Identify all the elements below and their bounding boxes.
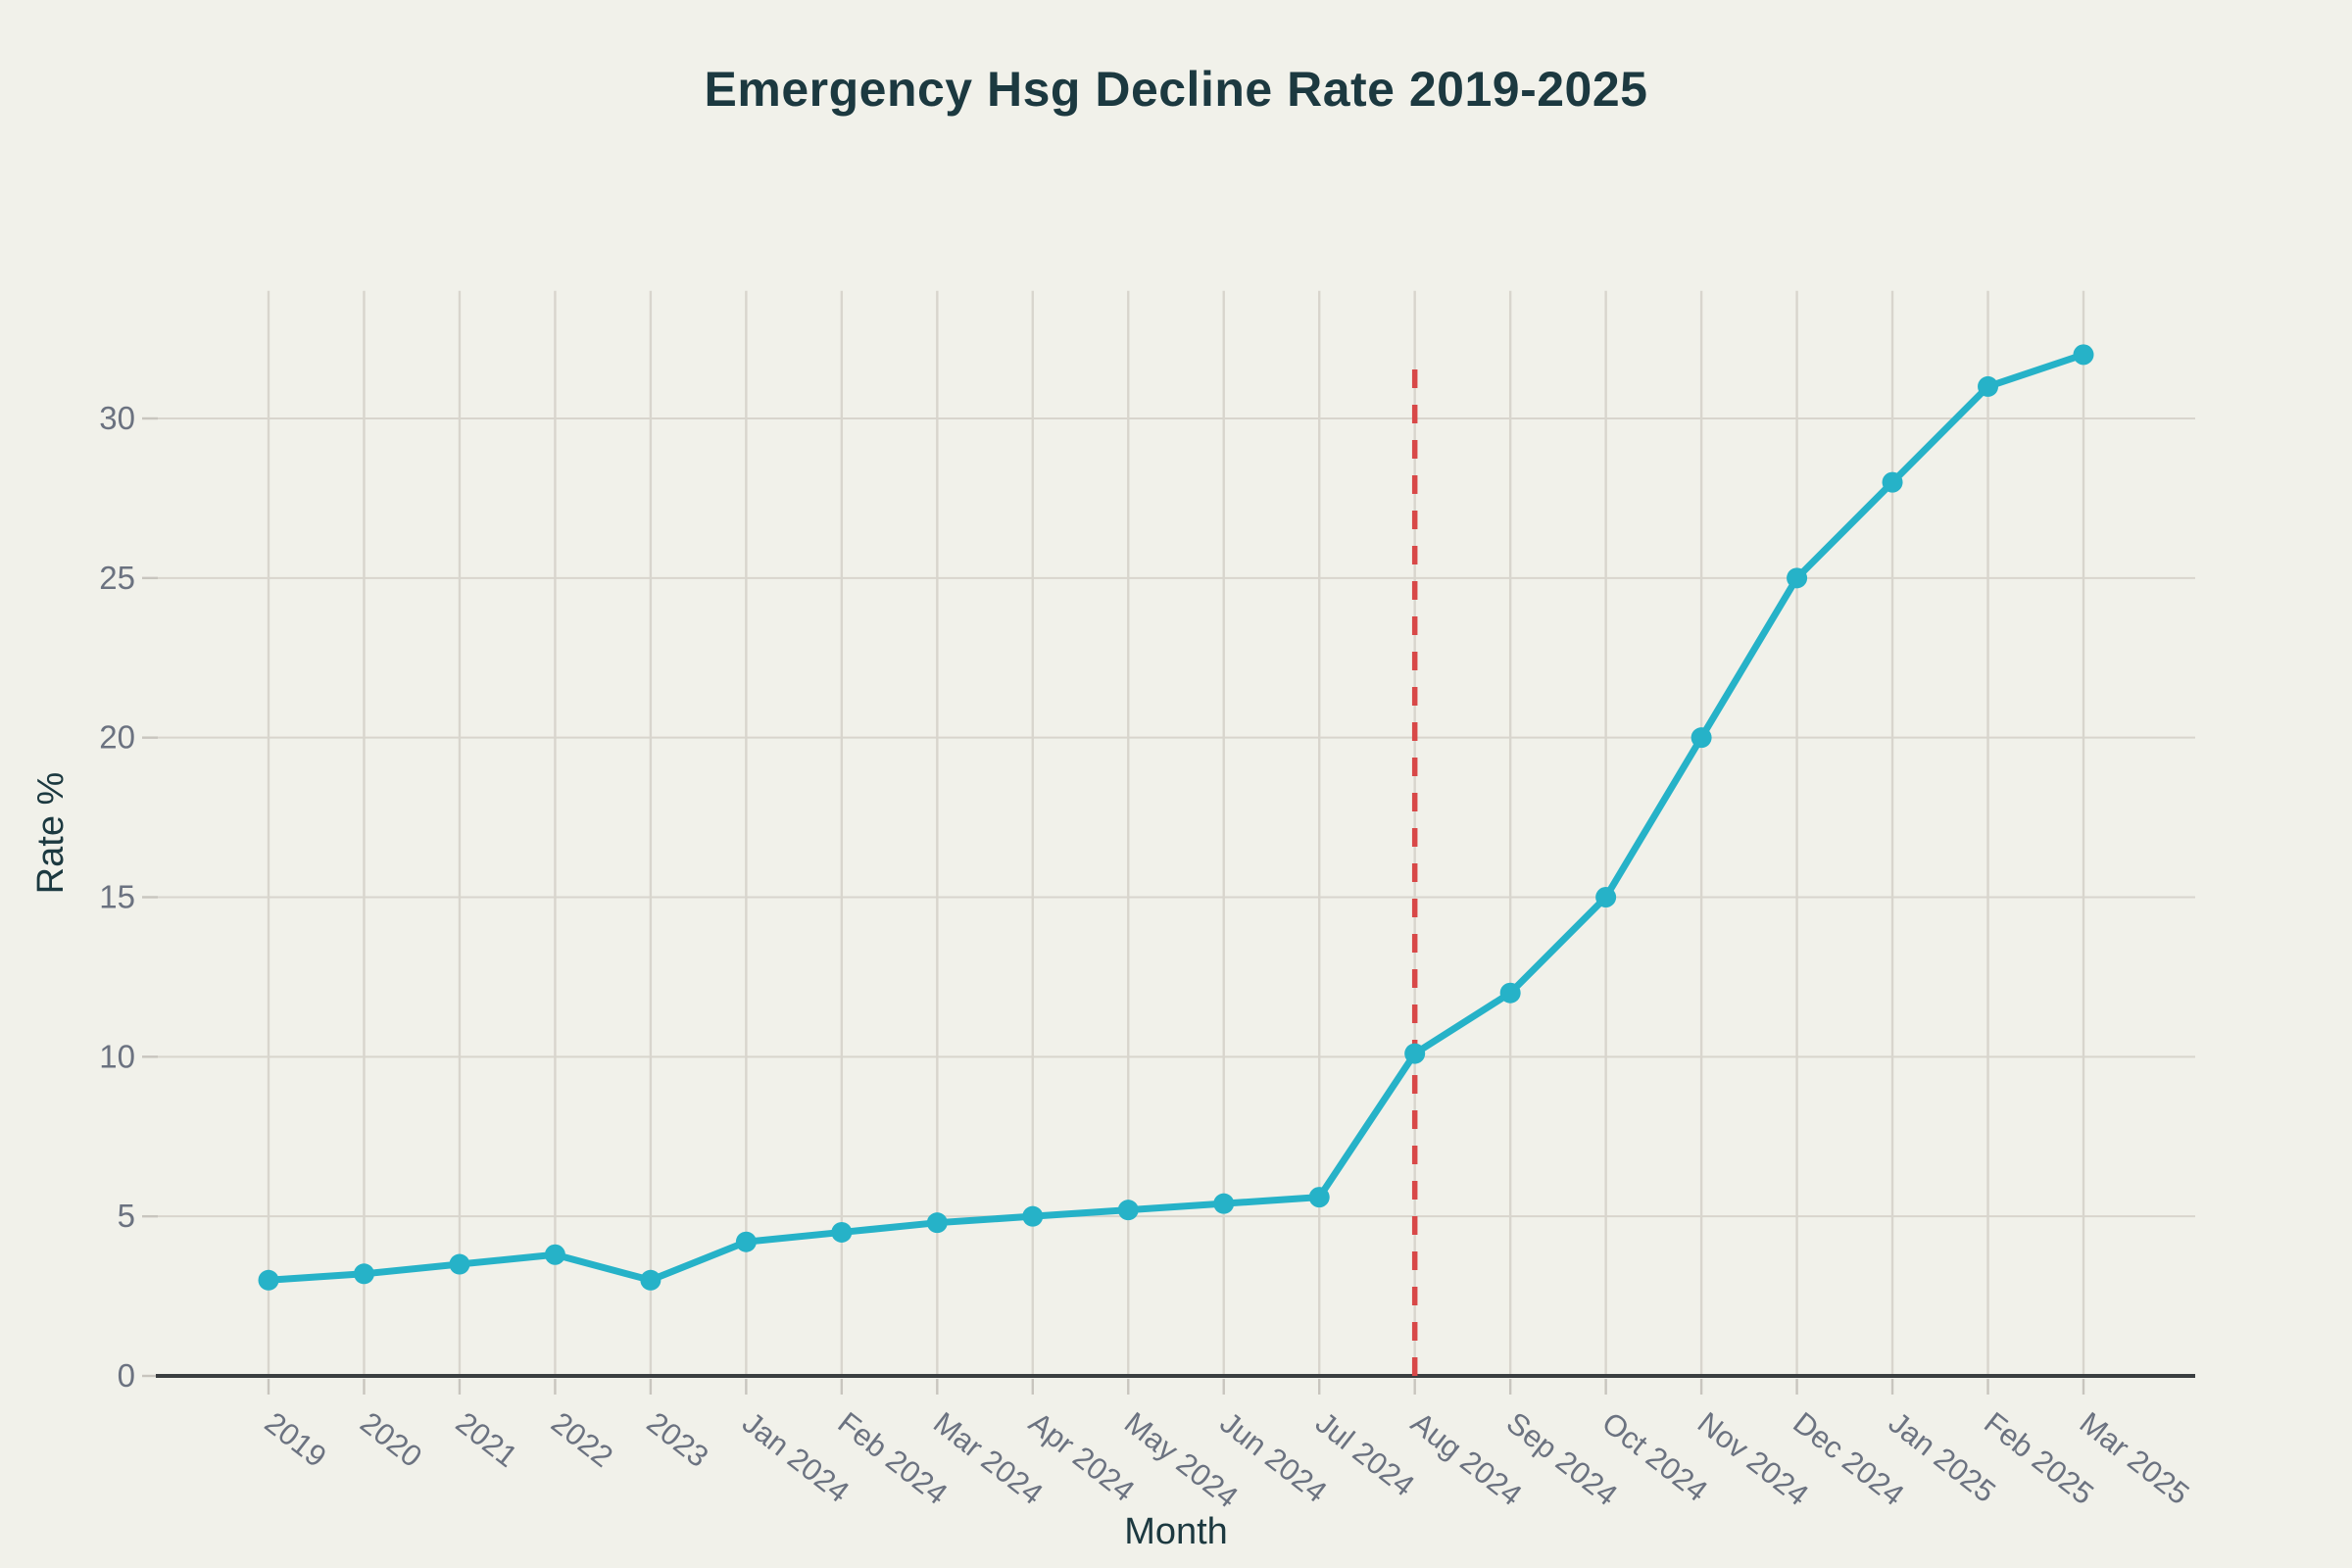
data-point — [353, 1263, 374, 1285]
y-tick-label: 10 — [99, 1038, 135, 1074]
data-point — [1978, 375, 1999, 397]
data-point — [735, 1231, 757, 1252]
data-point — [640, 1269, 662, 1291]
data-point — [1308, 1187, 1330, 1208]
data-point — [2073, 344, 2094, 366]
y-tick-label: 30 — [99, 400, 135, 436]
x-tick-label: 2019 — [259, 1405, 333, 1474]
x-tick-label: 2022 — [545, 1405, 619, 1474]
y-tick-label: 0 — [118, 1357, 135, 1394]
x-tick-label: 2021 — [450, 1405, 524, 1474]
data-point — [831, 1221, 853, 1243]
data-point — [1882, 471, 1903, 493]
data-point — [1690, 727, 1712, 749]
data-point — [926, 1212, 948, 1234]
data-point — [1499, 982, 1521, 1004]
x-tick-label: Mar 2025 — [2074, 1405, 2196, 1511]
y-tick-label: 20 — [99, 719, 135, 756]
x-tick-label: 2020 — [354, 1405, 428, 1474]
data-point — [1404, 1043, 1426, 1064]
data-line — [265, 351, 2087, 1284]
x-tick-label: 2023 — [641, 1405, 715, 1474]
data-point — [544, 1244, 565, 1265]
x-tick-label: Jan 2024 — [736, 1405, 856, 1509]
data-point — [258, 1269, 279, 1291]
y-tick-label: 15 — [99, 879, 135, 915]
y-axis-title: Rate % — [30, 771, 72, 895]
y-tick-label: 5 — [118, 1198, 135, 1234]
data-point — [1213, 1193, 1235, 1214]
chart-title: Emergency Hsg Decline Rate 2019-2025 — [704, 62, 1648, 117]
data-point — [1595, 887, 1617, 907]
x-axis-title: Month — [1124, 1511, 1228, 1552]
data-point — [1117, 1200, 1139, 1221]
data-point — [1022, 1205, 1044, 1227]
y-tick-label: 25 — [99, 560, 135, 596]
data-point — [449, 1253, 470, 1275]
data-point — [1787, 567, 1808, 589]
